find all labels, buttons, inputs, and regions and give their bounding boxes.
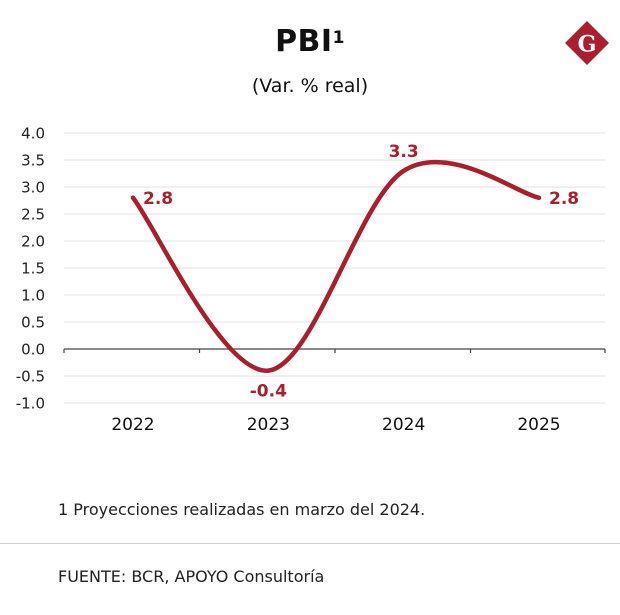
footnote: 1 Proyecciones realizadas en marzo del 2… (58, 500, 426, 519)
data-label: -0.4 (250, 382, 287, 402)
chart-subtitle: (Var. % real) (251, 75, 369, 97)
x-tick-label: 2023 (247, 415, 290, 435)
y-tick-label: 0.0 (21, 341, 45, 359)
series-line (130, 159, 542, 373)
chart-title: PBI1 (0, 24, 620, 60)
y-tick-label: 0.5 (21, 314, 45, 332)
data-point (266, 369, 270, 373)
y-tick-label: 1.5 (21, 260, 45, 278)
chart-title-superscript: 1 (332, 28, 345, 48)
source-note: FUENTE: BCR, APOYO Consultoría (58, 567, 325, 586)
line-chart: 4.0 3.5 3.0 2.5 2.0 1.5 1.0 0.5 0.0 -0.5 -1.0 2022 2… (16, 125, 606, 435)
y-tick-label: 3.0 (21, 179, 45, 197)
data-label: 2.8 (143, 189, 173, 209)
label-layer: 2.8 -0.4 3.3 2.8 (143, 142, 579, 402)
data-point (131, 196, 135, 200)
y-tick-label: -0.5 (16, 368, 45, 386)
line-layer (130, 159, 542, 373)
y-tick-label: 1.0 (21, 287, 45, 305)
data-label: 3.3 (389, 142, 419, 162)
data-point (537, 196, 541, 200)
y-tick-label: 3.5 (21, 152, 45, 170)
y-tick-label: 4.0 (21, 125, 45, 143)
axis-layer: 4.0 3.5 3.0 2.5 2.0 1.5 1.0 0.5 0.0 -0.5 -1.0 2022 2… (16, 125, 606, 435)
x-tick-label: 2022 (111, 415, 154, 435)
x-tick-label: 2025 (517, 415, 560, 435)
divider (0, 543, 620, 544)
data-label: 2.8 (549, 189, 579, 209)
y-tick-label: -1.0 (16, 395, 45, 413)
data-point (402, 169, 406, 173)
chart-title-text: PBI (275, 24, 333, 59)
x-tick-label: 2024 (382, 415, 425, 435)
y-tick-label: 2.5 (21, 206, 45, 224)
logo-letter: G (578, 32, 597, 58)
gestion-logo-icon: G (565, 21, 609, 65)
logo-diamond (565, 21, 609, 65)
y-tick-label: 2.0 (21, 233, 45, 251)
grid-layer (64, 132, 605, 404)
